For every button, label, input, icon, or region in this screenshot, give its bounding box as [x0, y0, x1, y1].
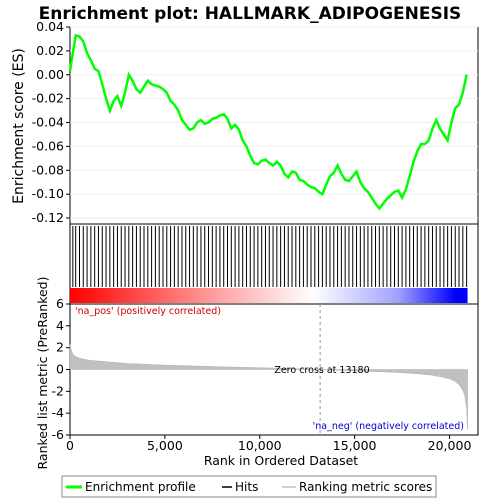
- es-ytick-label: -0.10: [32, 186, 64, 201]
- es-ytick-label: 0.00: [36, 67, 64, 82]
- enrichment-profile-line: [68, 33, 468, 211]
- ranking-metric-series: [69, 344, 468, 430]
- x-tick-label: 20,000: [428, 438, 472, 453]
- metric-ytick-label: 0: [56, 362, 64, 377]
- legend-box: [61, 475, 437, 498]
- x-tick-label: 5,000: [147, 438, 183, 453]
- metric-ytick-label: 6: [56, 296, 64, 311]
- es-ytick-label: -0.08: [32, 162, 64, 177]
- es-ytick-label: -0.02: [32, 91, 64, 106]
- x-tick-label: 10,000: [238, 438, 282, 453]
- legend-metric-label: Ranking metric scores: [299, 480, 432, 494]
- x-axis-label: Rank in Ordered Dataset: [204, 453, 358, 468]
- x-tick-label: 0: [66, 438, 74, 453]
- es-ytick-label: -0.06: [32, 138, 64, 153]
- gradient-strip: [70, 288, 468, 303]
- pos-label: 'na_pos' (positively correlated): [75, 306, 221, 317]
- zero-cross-label: Zero cross at 13180: [274, 365, 369, 376]
- es-gridlines: [70, 26, 478, 219]
- metric-y-axis-label: Ranked list metric (PreRanked): [35, 277, 50, 470]
- x-tick-label: 15,000: [333, 438, 377, 453]
- es-ytick-label: -0.12: [32, 210, 64, 225]
- rank-gradient-bar: [70, 288, 468, 303]
- neg-label: 'na_neg' (negatively correlated): [313, 421, 464, 432]
- legend-enrichment-label: Enrichment profile: [85, 480, 196, 494]
- x-axis: 0 5,000 10,000 15,000 20,000: [66, 435, 471, 453]
- metric-y-axis: 6 4 2 0 -2 -4 -6: [52, 296, 70, 442]
- legend-hits-label: Hits: [235, 480, 258, 494]
- ranking-metric-area: [69, 344, 468, 430]
- metric-ytick-label: 4: [56, 318, 64, 333]
- es-ytick-label: -0.04: [32, 115, 64, 130]
- metric-ytick-label: 2: [56, 340, 64, 355]
- metric-ytick-label: -4: [52, 405, 65, 420]
- es-y-axis-label: Enrichment score (ES): [11, 48, 27, 204]
- metric-ytick-label: -6: [52, 427, 65, 442]
- es-ytick-label: 0.02: [36, 43, 64, 58]
- hits-marks: [69, 226, 468, 287]
- es-y-axis: 0.04 0.02 0.00 -0.02 -0.04 -0.06 -0.08 -0.10 -0.…: [32, 19, 70, 225]
- chart-title: Enrichment plot: HALLMARK_ADIPOGENESIS: [39, 4, 462, 24]
- es-ytick-label: 0.04: [36, 19, 64, 34]
- es-panel-frame: [69, 26, 479, 225]
- metric-ytick-label: -2: [52, 383, 64, 398]
- enrichment-profile-series: [68, 33, 468, 211]
